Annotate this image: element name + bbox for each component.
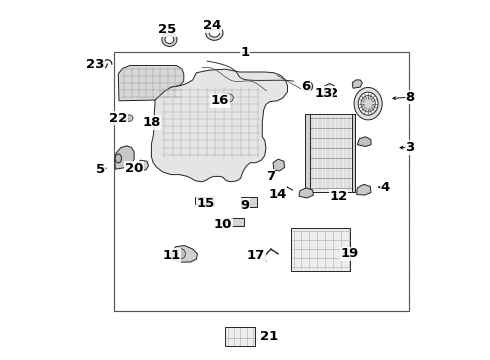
Text: 7: 7 — [266, 170, 275, 183]
Polygon shape — [357, 184, 371, 195]
Ellipse shape — [354, 87, 382, 120]
Bar — [114, 52, 409, 311]
Polygon shape — [171, 246, 197, 262]
Text: 11: 11 — [162, 249, 180, 262]
Ellipse shape — [165, 36, 174, 44]
Ellipse shape — [361, 95, 375, 112]
Text: 24: 24 — [203, 19, 222, 32]
Polygon shape — [136, 160, 148, 170]
Bar — [291, 228, 350, 271]
Text: 21: 21 — [260, 330, 279, 343]
Text: 9: 9 — [241, 199, 249, 212]
Text: 15: 15 — [196, 197, 215, 210]
Polygon shape — [357, 137, 371, 147]
Text: 17: 17 — [246, 249, 265, 262]
Ellipse shape — [305, 82, 313, 91]
Polygon shape — [151, 69, 288, 182]
Ellipse shape — [115, 154, 122, 163]
Ellipse shape — [176, 249, 185, 259]
Polygon shape — [115, 146, 134, 169]
Bar — [225, 327, 255, 346]
Bar — [305, 114, 310, 192]
Ellipse shape — [358, 92, 378, 115]
Text: 22: 22 — [109, 112, 127, 125]
Polygon shape — [299, 188, 314, 198]
Bar — [305, 114, 355, 192]
Text: 20: 20 — [125, 162, 143, 175]
Text: 4: 4 — [381, 181, 390, 194]
Polygon shape — [118, 66, 184, 101]
Ellipse shape — [162, 33, 177, 46]
Bar — [196, 197, 210, 204]
Polygon shape — [324, 84, 334, 93]
Text: 14: 14 — [268, 188, 287, 201]
Ellipse shape — [224, 94, 233, 102]
Ellipse shape — [209, 29, 220, 37]
Bar — [114, 52, 409, 311]
Text: 3: 3 — [405, 141, 415, 154]
Bar — [226, 218, 244, 226]
Bar — [242, 197, 257, 207]
Ellipse shape — [125, 115, 133, 121]
Text: 2: 2 — [329, 87, 338, 100]
Polygon shape — [273, 159, 285, 171]
Text: 13: 13 — [314, 87, 333, 100]
Text: 1: 1 — [241, 46, 249, 59]
Text: 8: 8 — [405, 91, 415, 104]
Ellipse shape — [242, 201, 247, 208]
Polygon shape — [352, 80, 363, 88]
Text: 12: 12 — [329, 190, 348, 203]
Text: 6: 6 — [301, 80, 311, 93]
Text: 25: 25 — [158, 23, 177, 36]
Bar — [209, 196, 215, 206]
Text: 19: 19 — [340, 247, 359, 260]
Text: 18: 18 — [142, 116, 161, 129]
Bar — [351, 114, 355, 192]
Text: 5: 5 — [97, 163, 105, 176]
Text: 10: 10 — [214, 219, 232, 231]
Ellipse shape — [206, 26, 223, 40]
Text: 23: 23 — [86, 58, 105, 71]
Text: 16: 16 — [211, 94, 229, 107]
